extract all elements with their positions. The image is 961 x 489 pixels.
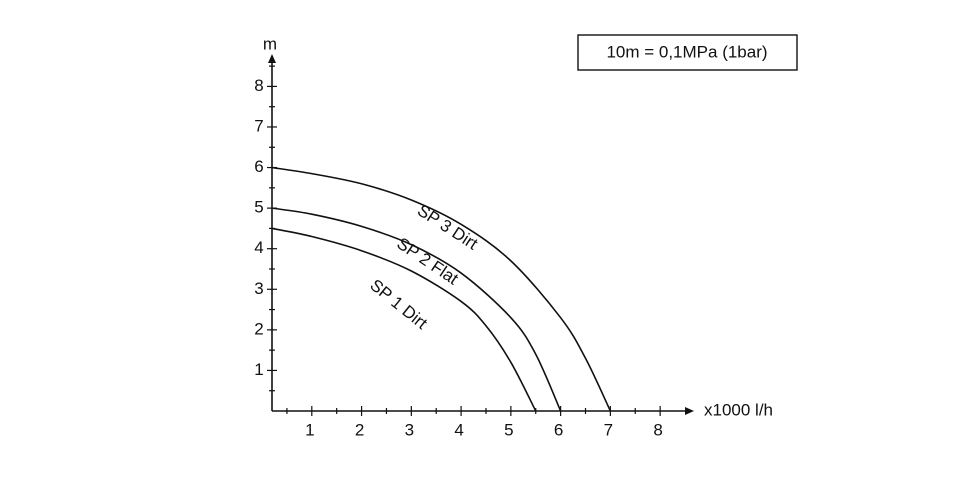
y-arrow bbox=[268, 54, 276, 63]
y-tick-label: 7 bbox=[254, 116, 263, 135]
annotation: 10m = 0,1MPa (1bar) bbox=[606, 42, 767, 61]
series-label: SP 3 Dirt bbox=[414, 201, 481, 254]
x-tick-label: 1 bbox=[305, 420, 314, 439]
y-tick-label: 1 bbox=[254, 360, 263, 379]
x-tick-label: 3 bbox=[405, 420, 414, 439]
curve bbox=[271, 207, 562, 412]
x-tick-label: 7 bbox=[604, 420, 613, 439]
x-arrow bbox=[685, 407, 694, 415]
x-tick-label: 5 bbox=[504, 420, 513, 439]
x-axis-label: x1000 l/h bbox=[704, 400, 773, 419]
series-label: SP 1 Dirt bbox=[366, 276, 431, 334]
y-tick-label: 3 bbox=[254, 279, 263, 298]
y-axis-label: m bbox=[263, 34, 277, 53]
y-tick-label: 2 bbox=[254, 319, 263, 338]
y-tick-label: 6 bbox=[254, 157, 263, 176]
y-tick-label: 4 bbox=[254, 238, 263, 257]
x-tick-label: 2 bbox=[355, 420, 364, 439]
y-tick-label: 8 bbox=[254, 76, 263, 95]
y-tick-label: 5 bbox=[254, 198, 263, 217]
curve bbox=[271, 166, 612, 412]
x-tick-label: 6 bbox=[554, 420, 563, 439]
curve bbox=[271, 227, 537, 412]
annotation-box bbox=[577, 34, 798, 71]
x-tick-label: 4 bbox=[454, 420, 463, 439]
x-tick-label: 8 bbox=[653, 420, 662, 439]
